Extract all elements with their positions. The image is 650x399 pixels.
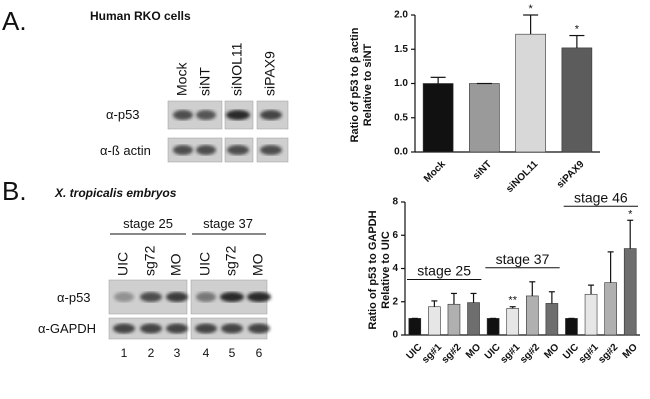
lane-label: sg72	[142, 245, 158, 276]
lane-number: 5	[229, 346, 236, 360]
lane-label: UIC	[197, 252, 213, 276]
x-tick-label: siNOL11	[504, 159, 540, 195]
lane-label: MO	[168, 253, 184, 276]
lane-number: 3	[174, 346, 181, 360]
x-tick-label: MO	[542, 342, 561, 361]
band	[173, 145, 193, 155]
significance: *	[575, 24, 580, 36]
lane-label: siNOL11	[229, 42, 245, 96]
lane-label: MO	[250, 253, 266, 276]
panel-title: Human RKO cells	[90, 9, 191, 23]
lane-label: siPAX9	[262, 51, 278, 96]
x-tick-label: sg#2	[596, 342, 620, 366]
x-tick-label: sg#2	[518, 342, 542, 366]
row-label: α-ß actin	[100, 143, 151, 158]
stage-label: stage 25	[123, 216, 173, 231]
panel-label: A.	[2, 6, 27, 36]
x-tick-label: sg#1	[498, 342, 522, 366]
bar	[545, 303, 559, 336]
band	[226, 110, 250, 120]
lane-label: Mock	[174, 62, 190, 96]
y-axis-label: Relative to siNT	[362, 43, 374, 126]
band	[196, 145, 216, 155]
stage-label: stage 37	[203, 216, 253, 231]
row-label: α-GAPDH	[38, 321, 96, 336]
significance: *	[628, 208, 633, 220]
band	[260, 145, 282, 155]
x-tick-label: sg#1	[420, 342, 444, 366]
x-tick-label: sg#2	[440, 342, 464, 366]
band	[140, 292, 162, 302]
band	[196, 292, 216, 302]
bar	[469, 83, 500, 153]
bar	[561, 47, 593, 153]
y-axis-label: Relative to UIC	[380, 231, 392, 309]
x-tick-label: Mock	[422, 159, 448, 185]
band	[166, 323, 188, 334]
lane-label: sg72	[223, 245, 239, 276]
bar	[565, 318, 578, 336]
y-tick-label: 0.5	[394, 112, 408, 123]
y-tick-label: 8	[392, 197, 398, 208]
bar	[525, 295, 539, 336]
band	[248, 323, 270, 334]
bar	[428, 306, 441, 336]
band	[260, 110, 282, 120]
lane-number: 4	[203, 346, 210, 360]
lane-number: 1	[121, 346, 128, 360]
bar	[623, 248, 637, 336]
row-label: α-p53	[57, 290, 91, 305]
bar	[486, 318, 500, 336]
bar	[422, 83, 454, 153]
significance: *	[528, 3, 533, 15]
band	[247, 292, 271, 302]
y-tick-label: 6	[392, 230, 398, 241]
x-tick-label: siNT	[471, 159, 494, 182]
y-tick-label: 0	[392, 330, 398, 341]
bar	[467, 302, 480, 336]
y-tick-label: 2.0	[394, 10, 408, 21]
y-axis-label: Ratio of p53 to β actin	[349, 27, 361, 142]
band	[173, 110, 193, 120]
band	[114, 292, 134, 302]
bar	[515, 33, 546, 153]
lane-label: UIC	[115, 252, 131, 276]
bar	[506, 308, 520, 336]
panel-label: B.	[2, 176, 27, 206]
y-tick-label: 1.0	[394, 78, 408, 89]
y-tick-label: 1.5	[394, 44, 408, 55]
bar	[604, 282, 617, 336]
band	[196, 110, 216, 120]
panel-title: X. tropicalis embryos	[54, 186, 177, 200]
band	[227, 145, 249, 155]
significance: **	[508, 295, 517, 307]
x-tick-label: MO	[464, 342, 483, 361]
bar	[584, 293, 598, 336]
group-label: stage 37	[496, 251, 550, 267]
x-tick-label: siPAX9	[555, 159, 587, 191]
y-tick-label: 0.0	[394, 147, 408, 158]
band	[221, 323, 243, 334]
y-tick-label: 2	[392, 296, 398, 307]
row-label: α-p53	[106, 107, 140, 122]
lane-number: 2	[148, 346, 155, 360]
band	[166, 292, 188, 302]
band	[140, 323, 162, 334]
x-tick-label: MO	[621, 342, 640, 361]
band	[113, 323, 135, 334]
bar	[447, 303, 461, 336]
bar	[408, 318, 422, 336]
band	[195, 323, 217, 334]
group-label: stage 25	[417, 262, 471, 278]
y-axis-label: Ratio of p53 to GAPDH	[367, 210, 379, 329]
band	[220, 292, 244, 302]
group-label: stage 46	[574, 189, 628, 205]
lane-number: 6	[256, 346, 263, 360]
lane-label: siNT	[197, 67, 213, 96]
x-tick-label: sg#1	[577, 342, 601, 366]
y-tick-label: 4	[392, 263, 398, 274]
